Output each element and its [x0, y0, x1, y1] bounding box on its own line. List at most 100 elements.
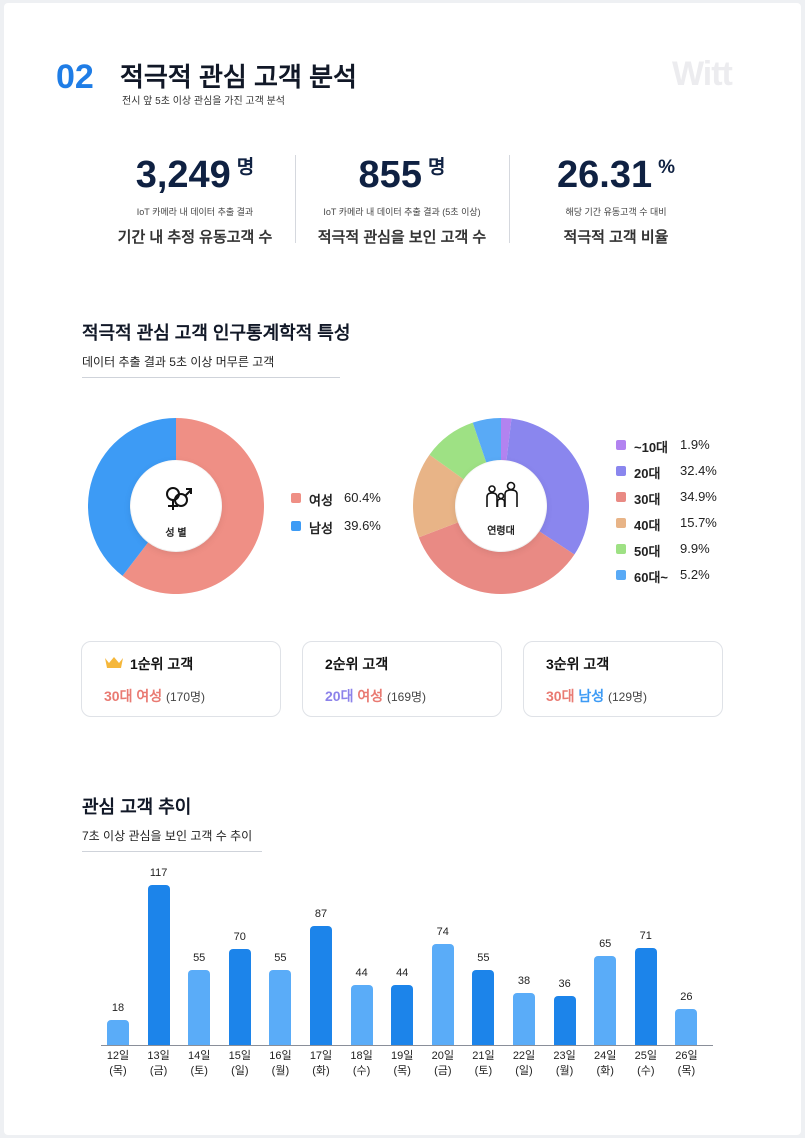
tick-day: 23일 [553, 1050, 576, 1062]
bar-value-label: 26 [680, 991, 693, 1004]
legend-swatch [616, 466, 626, 476]
rank-card-2: 2순위 고객 20대 여성 (169명) [302, 641, 502, 717]
kpi-unit: 명 [236, 157, 255, 178]
bar-value-label: 117 [149, 867, 168, 879]
bar-17일 [310, 926, 332, 1045]
legend-label: 20대 [634, 466, 661, 481]
bar-16일 [269, 969, 292, 1045]
legend-value: 39.6% [344, 518, 381, 533]
legend-swatch [616, 440, 626, 450]
legend-swatch [291, 521, 301, 531]
rank-card-1: 1순위 고객 30대 여성 (170명) [81, 641, 281, 717]
tick-weekday: (목) [393, 1065, 411, 1077]
bar-19일 [391, 984, 414, 1045]
rank-count: (169명) [387, 690, 427, 704]
legend-label: 남성 [309, 521, 333, 536]
legend-value: 32.4% [680, 463, 717, 478]
tick-day: 19일 [391, 1050, 414, 1062]
age-center-label: 연령대 [487, 526, 515, 537]
section-divider [82, 851, 262, 852]
tick-day: 14일 [188, 1050, 211, 1062]
legend-label: ~10대 [634, 440, 669, 455]
tick-weekday: (일) [515, 1065, 533, 1077]
gender-slice-1 [122, 418, 264, 594]
tick-weekday: (토) [474, 1065, 493, 1077]
age-legend-item: 50대 9.9% [616, 541, 756, 559]
bar-value-label: 44 [396, 966, 409, 979]
tick-weekday: (목) [677, 1065, 696, 1077]
tick-day: 13일 [147, 1050, 170, 1062]
gender-legend-item: 여성 60.4% [291, 490, 431, 508]
tick-weekday: (일) [231, 1065, 249, 1077]
x-tick-label: 13일 (금) [139, 1049, 179, 1079]
kpi-note: 해당 기간 유동고객 수 대비 [565, 207, 667, 217]
bar-value-label: 55 [274, 951, 287, 964]
legend-label: 50대 [634, 544, 661, 559]
rank-gender: 남성 [578, 688, 605, 704]
page-title: 적극적 관심 고객 분석 [120, 62, 357, 92]
age-slice-6 [472, 418, 501, 463]
legend-value: 9.9% [680, 541, 710, 556]
legend-swatch [616, 518, 626, 528]
x-tick-label: 19일 (목) [382, 1049, 422, 1079]
tick-day: 15일 [228, 1050, 251, 1062]
bar-value-label: 38 [517, 975, 531, 988]
tick-weekday: (월) [555, 1065, 574, 1077]
bar-value-label: 44 [355, 966, 368, 979]
tick-weekday: (목) [109, 1065, 127, 1077]
x-tick-label: 16일 (월) [260, 1049, 300, 1079]
kpi-total-visitors: 3,249 명 IoT 카메라 내 데이터 추출 결과 기간 내 추정 유동고객 … [88, 151, 302, 247]
x-tick-label: 26일 (목) [666, 1049, 706, 1079]
bar-22일 [513, 993, 535, 1045]
age-donut-chart [413, 418, 589, 594]
trend-title: 관심 고객 추이 [82, 797, 192, 817]
tick-day: 17일 [309, 1050, 333, 1062]
tick-day: 22일 [512, 1050, 536, 1062]
rank-title: 1순위 고객 [130, 656, 194, 672]
tick-weekday: (화) [312, 1065, 330, 1077]
tick-day: 25일 [634, 1050, 657, 1062]
x-tick-label: 20일 (금) [423, 1049, 463, 1079]
tick-weekday: (월) [271, 1065, 290, 1077]
rank-title: 2순위 고객 [325, 656, 389, 672]
bar-24일 [594, 956, 617, 1045]
tick-weekday: (토) [190, 1065, 208, 1077]
section-number: 02 [56, 58, 94, 96]
x-tick-label: 14일 (토) [179, 1049, 219, 1079]
kpi-note: IoT 카메라 내 데이터 추출 결과 (5초 이상) [323, 207, 481, 217]
age-slice-2 [506, 418, 589, 555]
bar-14일 [188, 969, 211, 1045]
page-subtitle: 전시 앞 5초 이상 관심을 가진 고객 분석 [122, 96, 286, 107]
demographics-subtitle: 데이터 추출 결과 5초 이상 머무른 고객 [82, 355, 275, 369]
bar-15일 [228, 949, 251, 1045]
brand-logo: Witt [672, 55, 733, 93]
tick-day: 20일 [431, 1050, 454, 1062]
x-tick-label: 21일 (토) [463, 1049, 503, 1079]
bar-value-label: 87 [314, 908, 328, 921]
gender-icon [166, 487, 192, 510]
rank-count: (170명) [166, 690, 206, 704]
bar-value-label: 18 [111, 1002, 125, 1015]
x-tick-label: 15일 (일) [220, 1049, 260, 1079]
tick-weekday: (수) [637, 1065, 655, 1077]
bar-12일 [107, 1020, 129, 1045]
bar-26일 [675, 1009, 698, 1045]
bar-value-label: 36 [558, 977, 571, 990]
kpi-value: 3,249 [135, 154, 231, 196]
rank-age: 30대 [104, 688, 133, 704]
tick-weekday: (금) [149, 1065, 168, 1077]
tick-weekday: (화) [596, 1065, 614, 1077]
rank-gender: 여성 [357, 688, 384, 704]
legend-value: 15.7% [680, 515, 717, 530]
kpi-active-visitors: 855 명 IoT 카메라 내 데이터 추출 결과 (5초 이상) 적극적 관심을… [295, 151, 509, 247]
age-donut-center: 연령대 [456, 461, 546, 551]
legend-label: 30대 [634, 492, 661, 507]
x-tick-label: 17일 (화) [301, 1049, 341, 1079]
age-slice-5 [429, 422, 487, 480]
kpi-label: 적극적 관심을 보인 고객 수 [317, 229, 487, 246]
tick-day: 16일 [269, 1050, 292, 1062]
bar-13일 [147, 885, 170, 1045]
crown-icon [105, 657, 123, 668]
bar-25일 [634, 947, 657, 1045]
bar-20일 [431, 943, 454, 1045]
